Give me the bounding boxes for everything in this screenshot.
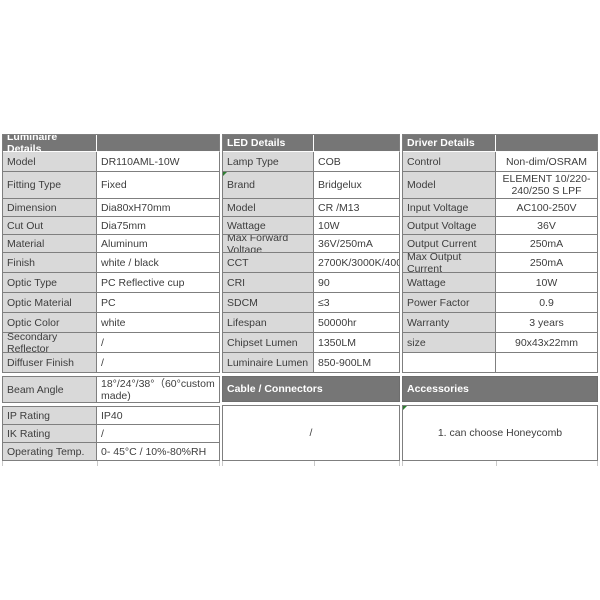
spec-label: CRI [223, 273, 314, 293]
spec-label: size [403, 333, 496, 353]
spec-label-empty [403, 353, 496, 373]
spec-value: Bridgelux [314, 172, 400, 199]
spec-label: Optic Color [3, 313, 97, 333]
spec-label: Lifespan [223, 313, 314, 333]
spec-value: 10W [314, 217, 400, 235]
excel-error-indicator-icon [403, 406, 407, 410]
spec-value: 250mA [496, 235, 598, 253]
spec-value: Non-dim/OSRAM [496, 152, 598, 172]
gridline-stub [222, 461, 400, 466]
spec-label: Luminaire Lumen [223, 353, 314, 373]
luminaire-details-header: Luminaire Details [3, 135, 97, 152]
spec-value: Dia75mm [97, 217, 220, 235]
gridline-stub [402, 461, 598, 466]
spec-label: Input Voltage [403, 199, 496, 217]
accessories-value-text: 1. can choose Honeycomb [437, 427, 563, 439]
spec-value: CR /M13 [314, 199, 400, 217]
spec-label: Finish [3, 253, 97, 273]
spec-label: Brand [223, 172, 314, 199]
spec-label: Output Voltage [403, 217, 496, 235]
spec-label: IK Rating [3, 425, 97, 443]
spec-value: AC100-250V [496, 199, 598, 217]
accessories-header: Accessories [402, 376, 598, 402]
spec-value-empty [496, 353, 598, 373]
spec-label: Warranty [403, 313, 496, 333]
spec-value: 1350LM [314, 333, 400, 353]
spec-label: Optic Type [3, 273, 97, 293]
spec-value: / [97, 425, 220, 443]
spec-value: 0.9 [496, 293, 598, 313]
excel-error-indicator-icon [223, 172, 227, 176]
cable-connectors-header: Cable / Connectors [222, 376, 400, 402]
cable-connectors-value: / [222, 405, 400, 461]
spec-value: 850-900LM [314, 353, 400, 373]
spec-label: Lamp Type [223, 152, 314, 172]
spec-label: Dimension [3, 199, 97, 217]
spec-label: Output Current [403, 235, 496, 253]
spec-value: 250mA [496, 253, 598, 273]
spec-label: Cut Out [3, 217, 97, 235]
spec-value: ≤3 [314, 293, 400, 313]
spec-value: Dia80xH70mm [97, 199, 220, 217]
spec-label: Model [403, 172, 496, 199]
led-details-table: LED Details Lamp Type COB Brand Bridgelu… [222, 134, 400, 466]
luminaire-details-header-spacer [97, 135, 220, 152]
spec-value: IP40 [97, 407, 220, 425]
spec-value: / [97, 333, 220, 353]
spec-value: 36V [496, 217, 598, 235]
spec-value: 2700K/3000K/4000K [314, 253, 400, 273]
spec-value: Aluminum [97, 235, 220, 253]
driver-details-header: Driver Details [403, 135, 496, 152]
spec-value: / [97, 353, 220, 373]
spec-value: 10W [496, 273, 598, 293]
spec-value: white [97, 313, 220, 333]
led-details-header: LED Details [223, 135, 314, 152]
spec-value: 18°/24°/38°（60°custom made) [97, 377, 220, 403]
spec-label: Beam Angle [3, 377, 97, 403]
spec-label: Optic Material [3, 293, 97, 313]
spec-label: Model [3, 152, 97, 172]
spec-value: 50000hr [314, 313, 400, 333]
spec-value: 0- 45°C / 10%-80%RH [97, 443, 220, 461]
spec-label: Fitting Type [3, 172, 97, 199]
spec-label: IP Rating [3, 407, 97, 425]
spec-label: CCT [223, 253, 314, 273]
driver-details-header-spacer [496, 135, 598, 152]
spec-value: 36V/250mA [314, 235, 400, 253]
spec-value: white / black [97, 253, 220, 273]
led-details-header-spacer [314, 135, 400, 152]
accessories-value: 1. can choose Honeycomb [402, 405, 598, 461]
spec-label: Wattage [223, 217, 314, 235]
spec-value: ELEMENT 10/220-240/250 S LPF [496, 172, 598, 199]
spec-label: Operating Temp. [3, 443, 97, 461]
spec-value: DR110AML-10W [97, 152, 220, 172]
luminaire-details-table: Luminaire Details Model DR110AML-10W Fit… [2, 134, 220, 466]
spec-label: Chipset Lumen [223, 333, 314, 353]
spec-label: Diffuser Finish [3, 353, 97, 373]
spec-value: 90 [314, 273, 400, 293]
spec-label: Secondary Reflector [3, 333, 97, 353]
spec-value: Fixed [97, 172, 220, 199]
spec-label: Model [223, 199, 314, 217]
spec-label: Wattage [403, 273, 496, 293]
spec-label: Max Output Current [403, 253, 496, 273]
spec-label: Power Factor [403, 293, 496, 313]
driver-details-table: Driver Details Control Non-dim/OSRAM Mod… [402, 134, 598, 466]
spec-value: 90x43x22mm [496, 333, 598, 353]
spec-value: PC [97, 293, 220, 313]
spec-value: PC Reflective cup [97, 273, 220, 293]
spec-label: Max Forward Voltage [223, 235, 314, 253]
spec-value: COB [314, 152, 400, 172]
gridline-stub [2, 461, 220, 466]
spec-value: 3 years [496, 313, 598, 333]
spec-label: Control [403, 152, 496, 172]
spec-label: Material [3, 235, 97, 253]
spec-label: SDCM [223, 293, 314, 313]
